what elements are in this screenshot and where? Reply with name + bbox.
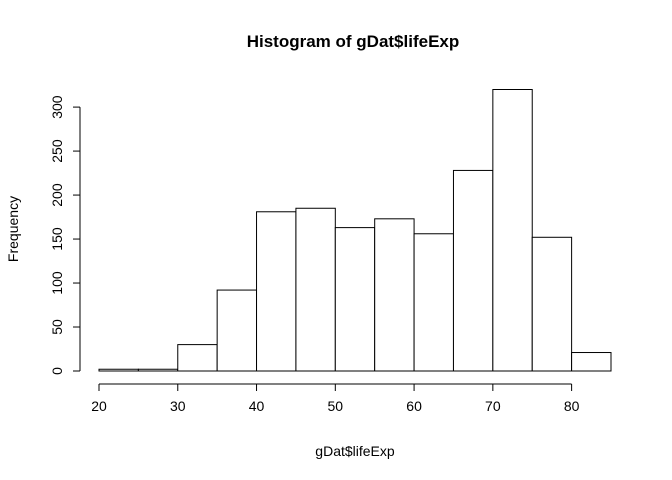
histogram-bar: [98, 368, 139, 372]
y-axis: 0 50 100 150 200 250 300: [49, 95, 81, 375]
histogram-bar: [531, 236, 573, 372]
histogram-bar: [137, 368, 179, 372]
histogram-bar: [374, 218, 415, 372]
y-tick-label: 150: [49, 227, 65, 251]
y-axis-label: Frequency: [5, 196, 21, 262]
x-tick-label: 40: [249, 398, 265, 414]
x-tick-label: 20: [91, 398, 107, 414]
x-tick-label: 80: [564, 398, 580, 414]
y-tick-label: 250: [49, 139, 65, 163]
y-tick-label: 0: [49, 367, 65, 375]
histogram-bar: [492, 89, 533, 372]
y-tick-label: 100: [49, 271, 65, 295]
x-tick-label: 60: [406, 398, 422, 414]
histogram-bar: [571, 352, 612, 372]
x-tick-label: 70: [485, 398, 501, 414]
y-tick-label: 300: [49, 95, 65, 119]
histogram-bar: [216, 289, 258, 372]
bars-group: [98, 89, 612, 372]
histogram-bar: [256, 211, 297, 372]
histogram-bar: [413, 233, 454, 372]
x-axis-label: gDat$lifeExp: [315, 443, 395, 459]
x-tick-label: 50: [328, 398, 344, 414]
x-tick-label: 30: [170, 398, 186, 414]
chart-title: Histogram of gDat$lifeExp: [247, 32, 460, 51]
y-tick-label: 50: [49, 319, 65, 335]
y-tick-label: 200: [49, 183, 65, 207]
histogram-bar: [452, 169, 494, 372]
x-axis: 20 30 40 50 60 70 80: [91, 383, 580, 414]
histogram-bar: [177, 344, 218, 372]
histogram-bar: [295, 207, 336, 372]
histogram-bar: [334, 227, 376, 372]
